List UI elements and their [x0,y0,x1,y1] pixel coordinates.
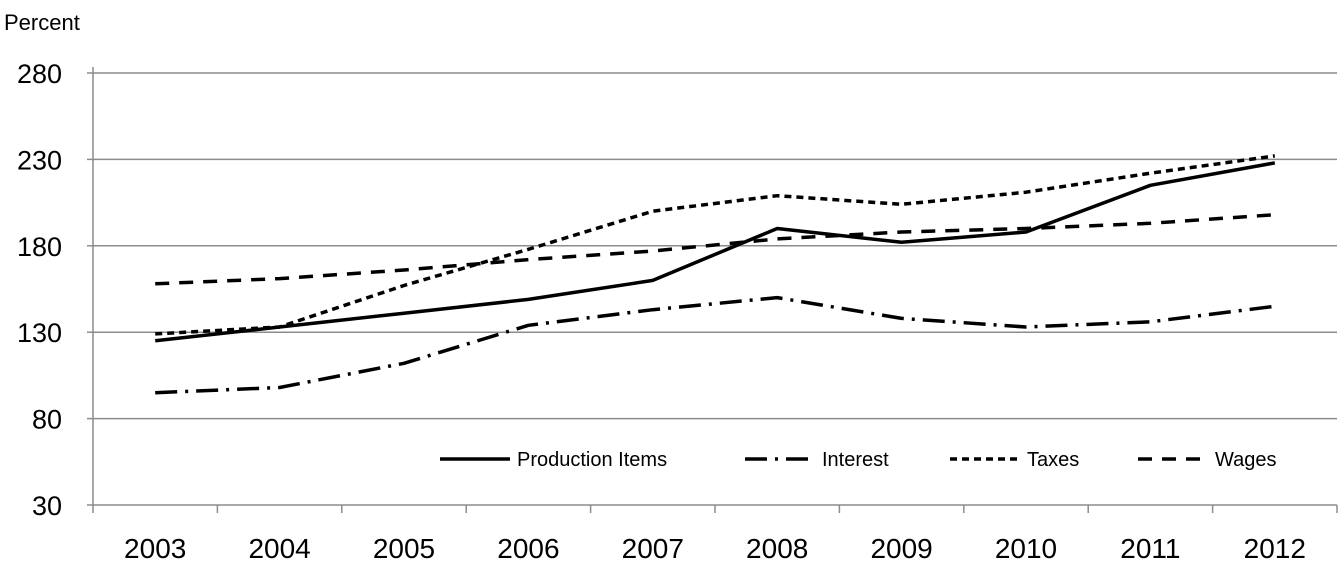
y-tick-label: 280 [17,59,62,89]
legend-item: Interest [745,449,889,471]
series-line-wages [155,212,1275,286]
legend-label: Interest [822,449,889,471]
x-tick-label: 2012 [1244,533,1306,564]
x-tick-label: 2009 [870,533,932,564]
y-tick-label: 180 [17,232,62,262]
series-line-interest [155,295,1276,395]
axes [87,67,1338,513]
y-tick-label: 230 [17,145,62,175]
legend-label: Wages [1215,449,1277,471]
x-tick-label: 2008 [746,533,808,564]
x-tick-label: 2003 [124,533,186,564]
x-tick-labels: 2003 2004 2005 2006 2007 2008 2009 2010 2011 2012 [124,533,1306,564]
x-tick-label: 2005 [373,533,435,564]
legend: Production Items Interest Taxes Wages [440,449,1277,471]
x-tick-label: 2006 [497,533,559,564]
legend-label: Taxes [1027,449,1079,471]
legend-item: Production Items [440,449,667,471]
x-tick-label: 2004 [248,533,310,564]
y-tick-label: 80 [32,405,62,435]
series-lines [155,154,1276,395]
y-tick-label: 130 [17,318,62,348]
y-axis-label: Percent [4,10,80,35]
legend-item: Taxes [950,449,1079,471]
series-line-taxes [155,154,1276,336]
y-tick-label: 30 [32,491,62,521]
legend-label: Production Items [517,449,667,471]
y-tick-labels: 280 230 180 130 80 30 [17,59,62,521]
x-tick-label: 2011 [1120,533,1180,564]
x-tick-label: 2007 [622,533,684,564]
series-line-production-items [155,161,1276,343]
x-tick-label: 2010 [995,533,1057,564]
legend-item: Wages [1138,449,1277,471]
